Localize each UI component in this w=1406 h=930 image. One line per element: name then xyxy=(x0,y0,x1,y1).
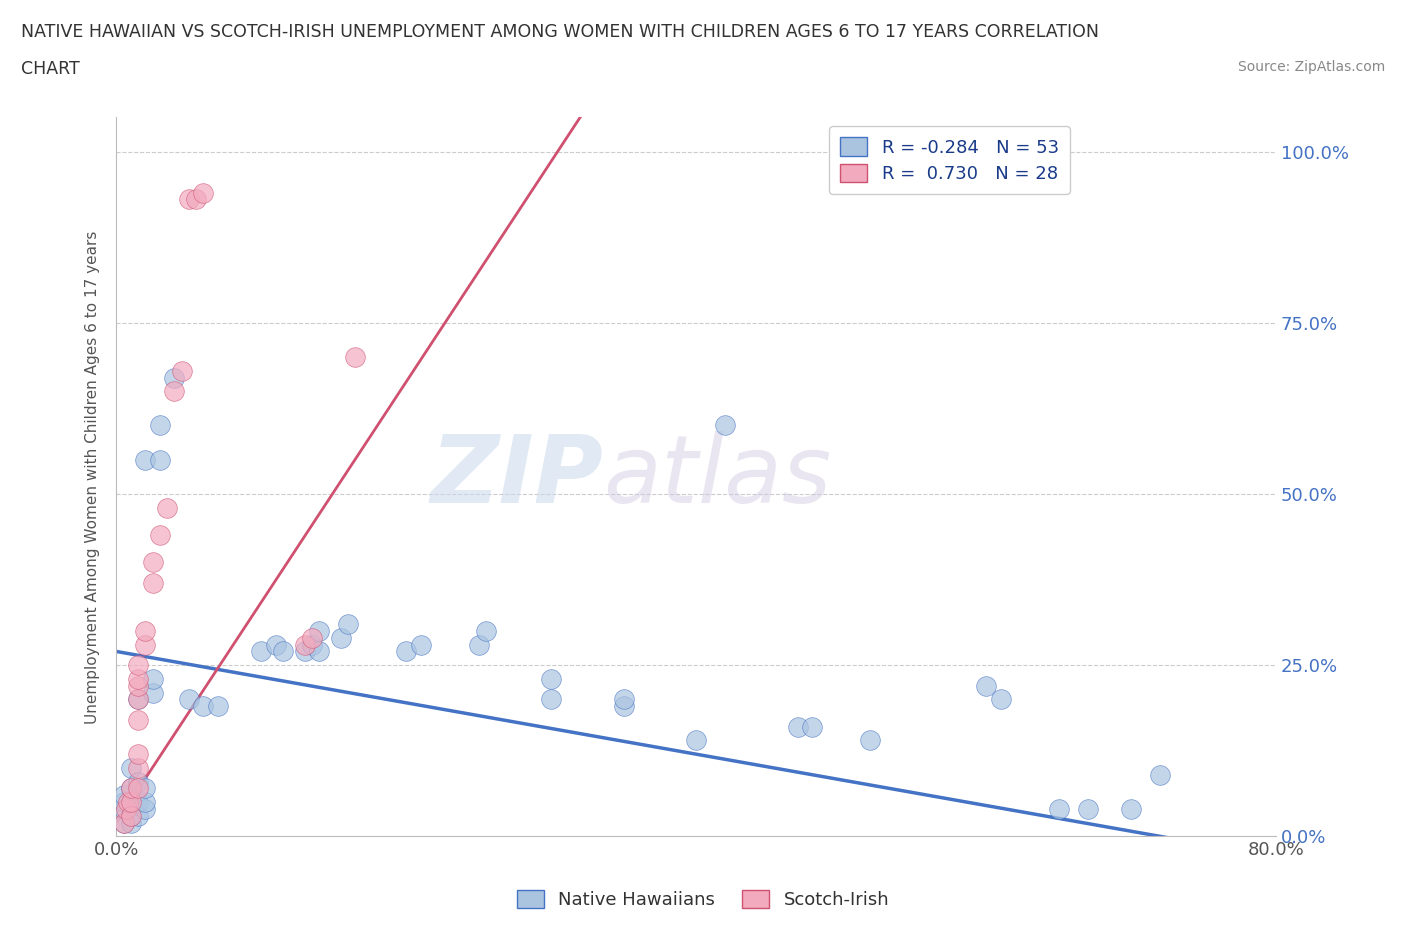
Text: Source: ZipAtlas.com: Source: ZipAtlas.com xyxy=(1237,60,1385,74)
Point xyxy=(120,794,142,809)
Point xyxy=(127,781,149,796)
Point xyxy=(120,781,142,796)
Point xyxy=(134,802,156,817)
Point xyxy=(613,698,636,713)
Point xyxy=(786,719,808,734)
Point xyxy=(1119,802,1142,817)
Point xyxy=(120,761,142,776)
Point xyxy=(271,644,294,658)
Legend: Native Hawaiians, Scotch-Irish: Native Hawaiians, Scotch-Irish xyxy=(509,883,897,916)
Point xyxy=(127,658,149,672)
Y-axis label: Unemployment Among Women with Children Ages 6 to 17 years: Unemployment Among Women with Children A… xyxy=(86,230,100,724)
Text: CHART: CHART xyxy=(21,60,80,78)
Point xyxy=(141,555,163,570)
Point xyxy=(177,192,200,206)
Point xyxy=(250,644,273,658)
Point xyxy=(120,781,142,796)
Point xyxy=(337,617,360,631)
Point xyxy=(112,788,135,803)
Point xyxy=(127,678,149,693)
Point xyxy=(134,637,156,652)
Point xyxy=(149,418,172,432)
Point xyxy=(301,631,323,645)
Text: atlas: atlas xyxy=(603,432,831,523)
Point xyxy=(112,802,135,817)
Point xyxy=(859,733,882,748)
Point xyxy=(294,637,316,652)
Point xyxy=(714,418,737,432)
Point xyxy=(120,816,142,830)
Point xyxy=(264,637,287,652)
Point xyxy=(141,685,163,700)
Point xyxy=(308,623,330,638)
Point xyxy=(1047,802,1070,817)
Point xyxy=(134,794,156,809)
Point xyxy=(163,370,186,385)
Point xyxy=(540,692,562,707)
Point xyxy=(127,774,149,789)
Point xyxy=(177,692,200,707)
Point xyxy=(134,781,156,796)
Point xyxy=(1076,802,1098,817)
Point xyxy=(184,192,207,206)
Point xyxy=(112,816,135,830)
Point xyxy=(409,637,432,652)
Point xyxy=(149,527,172,542)
Point xyxy=(127,692,149,707)
Point xyxy=(308,644,330,658)
Point xyxy=(127,761,149,776)
Point xyxy=(1149,767,1171,782)
Point xyxy=(112,816,135,830)
Point xyxy=(395,644,418,658)
Point xyxy=(134,623,156,638)
Point xyxy=(475,623,498,638)
Point xyxy=(330,631,353,645)
Point xyxy=(344,350,367,365)
Point xyxy=(127,712,149,727)
Point xyxy=(149,452,172,467)
Point xyxy=(294,644,316,658)
Point xyxy=(540,671,562,686)
Point xyxy=(467,637,489,652)
Point xyxy=(115,802,138,817)
Point xyxy=(134,452,156,467)
Point xyxy=(990,692,1012,707)
Point xyxy=(156,500,179,515)
Point xyxy=(163,384,186,399)
Point xyxy=(193,185,215,200)
Point xyxy=(301,637,323,652)
Point xyxy=(141,671,163,686)
Point xyxy=(127,747,149,762)
Point xyxy=(685,733,707,748)
Legend: R = -0.284   N = 53, R =  0.730   N = 28: R = -0.284 N = 53, R = 0.730 N = 28 xyxy=(830,126,1070,194)
Point xyxy=(127,808,149,823)
Point xyxy=(127,692,149,707)
Point xyxy=(120,808,142,823)
Point xyxy=(170,364,193,379)
Point xyxy=(207,698,229,713)
Point xyxy=(120,794,142,809)
Point xyxy=(613,692,636,707)
Point xyxy=(801,719,824,734)
Point xyxy=(112,794,135,809)
Point xyxy=(127,794,149,809)
Point xyxy=(127,671,149,686)
Point xyxy=(193,698,215,713)
Point xyxy=(141,576,163,591)
Point xyxy=(120,808,142,823)
Point xyxy=(117,794,139,809)
Text: ZIP: ZIP xyxy=(430,431,603,523)
Text: NATIVE HAWAIIAN VS SCOTCH-IRISH UNEMPLOYMENT AMONG WOMEN WITH CHILDREN AGES 6 TO: NATIVE HAWAIIAN VS SCOTCH-IRISH UNEMPLOY… xyxy=(21,23,1099,41)
Point xyxy=(974,678,997,693)
